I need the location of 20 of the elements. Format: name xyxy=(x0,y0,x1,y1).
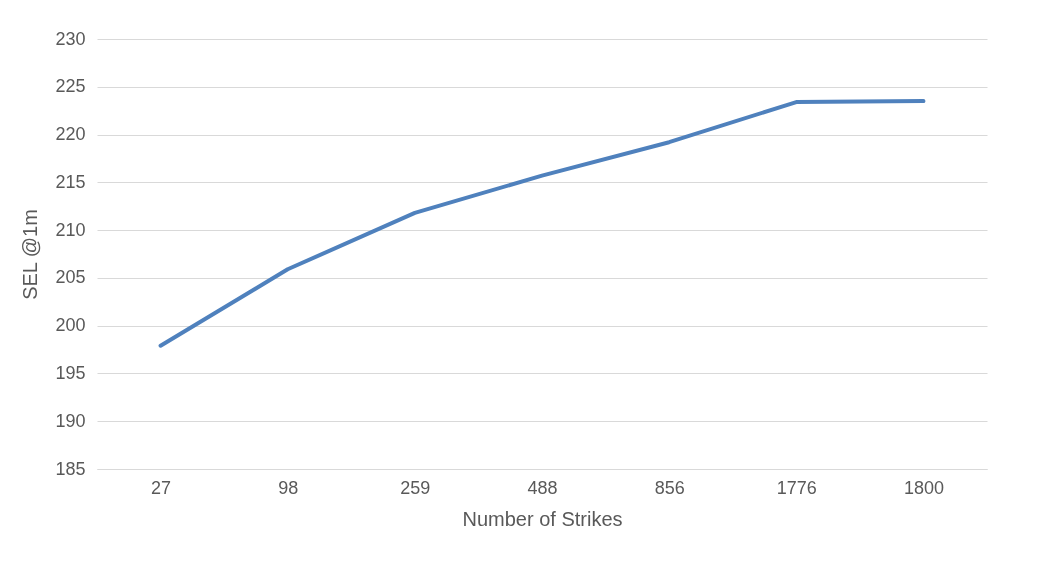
y-tick-label: 210 xyxy=(55,219,86,240)
x-tick-label: 98 xyxy=(278,477,299,498)
x-tick-label: 488 xyxy=(527,477,558,498)
y-tick-label: 220 xyxy=(55,124,86,145)
y-tick-label: 195 xyxy=(55,362,86,383)
y-axis-title: SEL @1m xyxy=(19,209,42,300)
x-tick-label: 856 xyxy=(654,477,685,498)
x-tick-label: 1800 xyxy=(903,477,944,498)
x-tick-label: 259 xyxy=(400,477,431,498)
y-tick-label: 190 xyxy=(55,410,86,431)
y-tick-label: 225 xyxy=(55,76,86,97)
x-tick-label: 1776 xyxy=(776,477,817,498)
line-series xyxy=(158,99,926,348)
y-tick-label: 215 xyxy=(55,171,86,192)
y-tick-label: 200 xyxy=(55,315,86,336)
y-tick-label: 205 xyxy=(55,267,86,288)
y-tick-label: 185 xyxy=(55,458,86,479)
x-tick-label: 27 xyxy=(151,477,172,498)
x-axis-title: Number of Strikes xyxy=(462,507,623,530)
y-tick-label: 230 xyxy=(55,28,86,49)
